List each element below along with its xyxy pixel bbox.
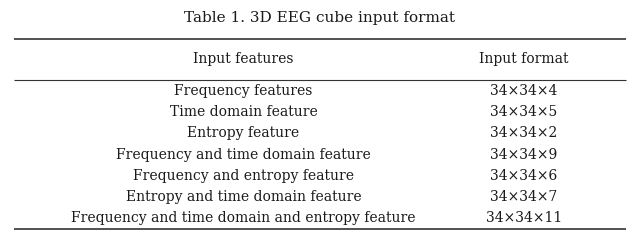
Text: 34×34×11: 34×34×11	[486, 211, 562, 225]
Text: Frequency and time domain and entropy feature: Frequency and time domain and entropy fe…	[71, 211, 416, 225]
Text: Input format: Input format	[479, 52, 569, 67]
Text: Table 1. 3D EEG cube input format: Table 1. 3D EEG cube input format	[184, 11, 456, 25]
Text: Frequency and entropy feature: Frequency and entropy feature	[133, 169, 354, 183]
Text: Input features: Input features	[193, 52, 294, 67]
Text: 34×34×4: 34×34×4	[490, 84, 557, 98]
Text: Entropy and time domain feature: Entropy and time domain feature	[125, 190, 362, 204]
Text: Entropy feature: Entropy feature	[188, 126, 300, 141]
Text: 34×34×7: 34×34×7	[490, 190, 557, 204]
Text: Frequency features: Frequency features	[174, 84, 313, 98]
Text: Time domain feature: Time domain feature	[170, 105, 317, 119]
Text: 34×34×5: 34×34×5	[490, 105, 557, 119]
Text: Frequency and time domain feature: Frequency and time domain feature	[116, 148, 371, 162]
Text: 34×34×6: 34×34×6	[490, 169, 557, 183]
Text: 34×34×2: 34×34×2	[490, 126, 557, 141]
Text: 34×34×9: 34×34×9	[490, 148, 557, 162]
